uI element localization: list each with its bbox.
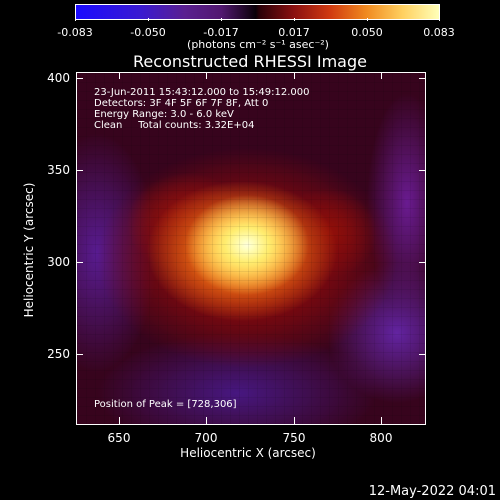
x-tick xyxy=(119,417,120,424)
colorbar-label: -0.017 xyxy=(203,26,239,39)
colorbar-tick xyxy=(367,18,368,21)
colorbar-label: 0.083 xyxy=(423,26,455,39)
y-tick-label: 300 xyxy=(47,255,70,269)
y-tick-label: 400 xyxy=(47,71,70,85)
x-tick xyxy=(206,417,207,424)
pixel-grid-overlay xyxy=(77,73,425,424)
x-tick xyxy=(294,72,295,79)
y-tick xyxy=(76,354,83,355)
colorbar-label: 0.017 xyxy=(278,26,310,39)
x-tick xyxy=(119,72,120,79)
colorbar-unit: (photons cm⁻² s⁻¹ asec⁻²) xyxy=(187,38,329,51)
image-title: Reconstructed RHESSI Image xyxy=(133,52,367,71)
x-tick xyxy=(294,417,295,424)
y-tick xyxy=(419,354,426,355)
x-tick-label: 750 xyxy=(282,431,306,445)
y-tick xyxy=(76,262,83,263)
colorbar xyxy=(75,4,440,20)
colorbar-tick xyxy=(221,18,222,21)
colorbar-tick xyxy=(148,18,149,21)
x-tick xyxy=(381,417,382,424)
y-tick xyxy=(419,170,426,171)
solar-image xyxy=(77,73,425,424)
x-tick-label: 700 xyxy=(194,431,218,445)
info-energy-range: Energy Range: 3.0 - 6.0 keV xyxy=(94,109,234,120)
x-tick-label: 650 xyxy=(107,431,131,445)
x-tick-label: 800 xyxy=(369,431,393,445)
info-detectors: Detectors: 3F 4F 5F 6F 7F 8F, Att 0 xyxy=(94,98,269,109)
footer-date: 12-May-2022 04:01 xyxy=(368,484,496,499)
y-tick-label: 250 xyxy=(47,347,70,361)
x-tick xyxy=(381,72,382,79)
colorbar-label: -0.083 xyxy=(57,26,93,39)
colorbar-tick xyxy=(294,18,295,21)
info-time-range: 23-Jun-2011 15:43:12.000 to 15:49:12.000 xyxy=(94,87,310,98)
info-total-counts: Clean Total counts: 3.32E+04 xyxy=(94,120,255,131)
peak-position: Position of Peak = [728,306] xyxy=(94,399,237,410)
colorbar-tick xyxy=(439,18,440,21)
y-axis-title: Heliocentric Y (arcsec) xyxy=(22,182,36,318)
colorbar-label: 0.050 xyxy=(351,26,383,39)
x-axis-title: Heliocentric X (arcsec) xyxy=(180,446,316,460)
y-tick xyxy=(76,170,83,171)
y-tick-label: 350 xyxy=(47,163,70,177)
solar-image-plot: 23-Jun-2011 15:43:12.000 to 15:49:12.000… xyxy=(76,72,426,425)
colorbar-label: -0.050 xyxy=(130,26,166,39)
colorbar-tick xyxy=(75,18,76,21)
y-tick xyxy=(419,262,426,263)
y-tick xyxy=(419,78,426,79)
x-tick xyxy=(206,72,207,79)
y-tick xyxy=(76,78,83,79)
